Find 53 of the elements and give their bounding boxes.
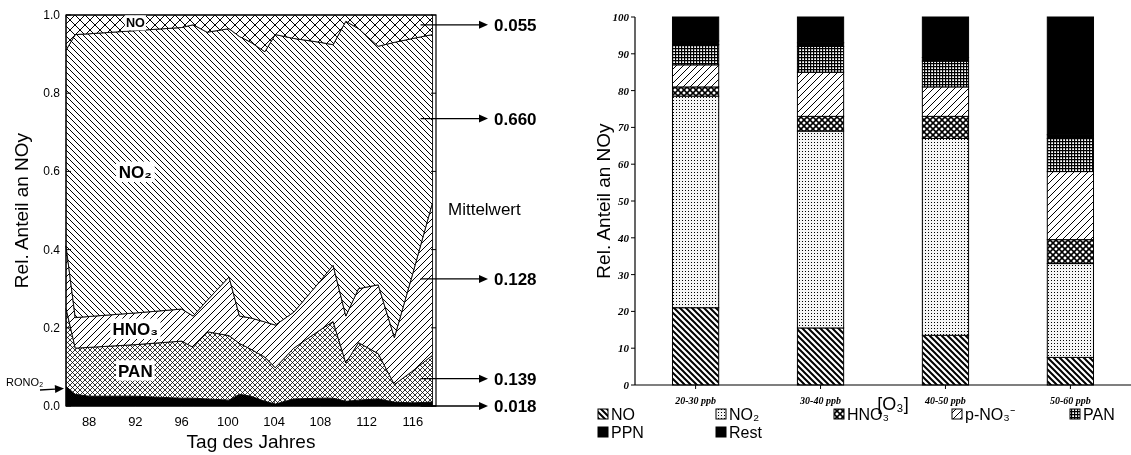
y2-axis-title: Mittelwert xyxy=(448,199,522,219)
legend-label: NO xyxy=(611,406,635,423)
y-tick-label: 40 xyxy=(617,231,630,244)
bar xyxy=(671,16,720,42)
legend-label: PAN xyxy=(1083,406,1115,423)
y-tick-label: 0.8 xyxy=(43,86,61,101)
y-tick-label: 80 xyxy=(618,84,630,97)
y-tick-label: 0.0 xyxy=(43,399,61,413)
y-tick-label: 90 xyxy=(618,47,630,60)
series-label: PAN xyxy=(118,361,153,381)
x-tick-label: 112 xyxy=(356,414,377,429)
y-tick-label: 0.2 xyxy=(43,320,61,335)
x-tick-label: 116 xyxy=(402,414,424,429)
y-axis-title: Rel. Anteil an NOy xyxy=(593,122,614,279)
x-axis-title: Tag des Jahres xyxy=(186,431,316,452)
text: 0.139 xyxy=(494,369,537,389)
bar xyxy=(1046,16,1095,136)
x-tick-label: 96 xyxy=(174,414,189,429)
text: 0.018 xyxy=(494,397,537,416)
y-tick-label: 1.0 xyxy=(43,8,61,22)
y-tick-label: 10 xyxy=(618,342,630,355)
y-tick-label: 60 xyxy=(618,158,630,171)
x-tick-label: 88 xyxy=(81,414,97,429)
x-tick-label: 30-40 ppb xyxy=(799,395,841,406)
legend-label: p-NO₃⁻ xyxy=(965,406,1015,423)
y-tick-label: 50 xyxy=(618,195,630,207)
legend-label: PPN xyxy=(611,424,644,441)
text: 0.660 xyxy=(494,109,537,129)
bar xyxy=(921,16,970,58)
series-label: NO xyxy=(125,16,146,31)
y-axis-title: Rel. Anteil an NOy xyxy=(11,132,32,289)
text: RONO₂ xyxy=(6,376,44,388)
text: 0.128 xyxy=(494,269,537,289)
bar xyxy=(796,16,845,44)
x-tick-label: 100 xyxy=(217,414,239,429)
text: 0.055 xyxy=(494,15,537,35)
x-tick-label: 50-60 ppb xyxy=(1049,395,1091,406)
y-tick-label: 0.6 xyxy=(43,164,61,179)
y-tick-label: 30 xyxy=(617,268,630,281)
y-tick-label: 0.4 xyxy=(43,242,61,257)
x-tick-label: 108 xyxy=(309,414,332,429)
x-tick-label: 104 xyxy=(263,414,285,429)
y-tick-label: 20 xyxy=(617,305,630,318)
series-label: NO₂ xyxy=(118,162,152,182)
legend-label: Rest xyxy=(729,424,763,441)
x-tick-label: 20-30 ppb xyxy=(674,395,717,406)
x-tick-label: 92 xyxy=(128,414,143,429)
y-tick-label: 0 xyxy=(623,379,630,391)
y-tick-label: 70 xyxy=(618,121,630,134)
y-tick-label: 100 xyxy=(612,11,630,23)
legend-label: NO₂ xyxy=(729,406,760,423)
series-label: HNO₃ xyxy=(112,319,159,339)
x-tick-label: 40-50 ppb xyxy=(924,395,966,406)
